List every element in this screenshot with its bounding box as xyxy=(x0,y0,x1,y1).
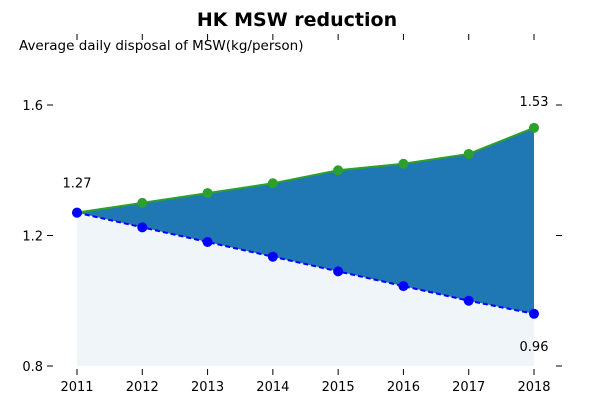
area-below xyxy=(77,212,534,366)
upper-point-2017 xyxy=(463,148,474,159)
value-annotation: 1.27 xyxy=(63,177,92,192)
x-tick-label-2017: 2017 xyxy=(452,380,485,395)
x-tick-label-2014: 2014 xyxy=(256,380,289,395)
lower-point-2011 xyxy=(72,207,82,218)
lower-point-2012 xyxy=(137,222,148,233)
lower-point-2018 xyxy=(529,308,539,319)
series-line-upper xyxy=(76,126,535,214)
upper-point-2012 xyxy=(137,197,148,208)
lower-point-2015 xyxy=(333,266,344,277)
upper-point-2016 xyxy=(398,158,409,169)
x-tick-label-2018: 2018 xyxy=(517,380,550,395)
chart-title: HK MSW reduction xyxy=(196,9,398,31)
upper-point-2018 xyxy=(529,122,539,133)
lower-point-2017 xyxy=(463,295,474,306)
y-axis-label: Average daily disposal of MSW(kg/person) xyxy=(19,38,304,54)
x-tick-label-2012: 2012 xyxy=(126,380,159,395)
upper-point-2013 xyxy=(202,188,213,199)
lower-point-2013 xyxy=(202,237,213,248)
y-tick-label-1.6: 1.6 xyxy=(22,99,43,114)
x-tick-label-2015: 2015 xyxy=(322,380,355,395)
series-line-lower xyxy=(76,211,535,315)
upper-point-2014 xyxy=(267,178,278,189)
upper-point-2015 xyxy=(333,165,344,176)
x-tick-label-2016: 2016 xyxy=(387,380,420,395)
y-tick-label-1.2: 1.2 xyxy=(22,230,43,245)
area-between xyxy=(77,127,534,314)
y-tick-label-0.8: 0.8 xyxy=(22,360,43,375)
value-annotation: 1.53 xyxy=(520,95,549,110)
x-tick-label-2013: 2013 xyxy=(191,380,224,395)
lower-point-2016 xyxy=(398,281,409,292)
value-annotation: 0.96 xyxy=(520,340,549,355)
x-tick-label-2011: 2011 xyxy=(60,380,93,395)
lower-point-2014 xyxy=(267,251,278,262)
